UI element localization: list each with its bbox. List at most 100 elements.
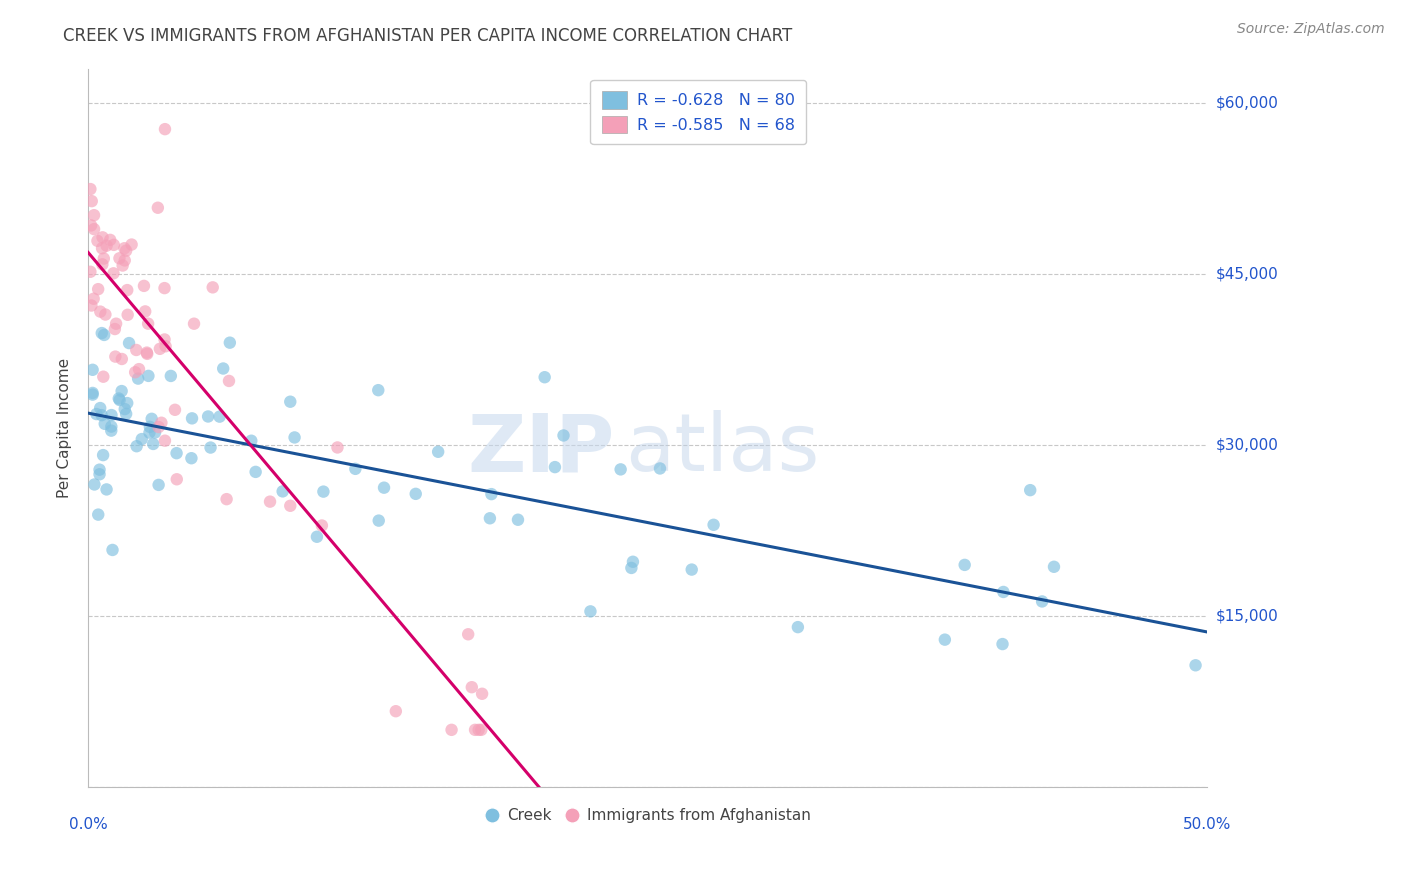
Point <box>153 333 176 347</box>
Point <box>127 371 149 385</box>
Point <box>197 409 219 424</box>
Point <box>101 543 124 558</box>
Point <box>136 347 159 361</box>
Point <box>461 680 484 694</box>
Legend: Creek, Immigrants from Afghanistan: Creek, Immigrants from Afghanistan <box>478 802 817 830</box>
Point <box>311 518 333 533</box>
Point <box>153 122 176 136</box>
Point <box>155 339 177 353</box>
Point <box>107 392 129 406</box>
Point <box>427 444 450 458</box>
Point <box>201 280 224 294</box>
Point <box>125 439 148 453</box>
Point <box>111 351 134 366</box>
Point <box>91 448 114 462</box>
Point <box>86 407 108 421</box>
Point <box>114 402 136 417</box>
Point <box>470 723 492 737</box>
Point <box>100 419 122 434</box>
Point <box>89 463 111 477</box>
Point <box>553 428 575 442</box>
Point <box>367 383 389 397</box>
Point <box>93 252 115 266</box>
Point <box>93 417 115 431</box>
Point <box>100 408 122 422</box>
Point <box>91 369 114 384</box>
Text: Source: ZipAtlas.com: Source: ZipAtlas.com <box>1237 22 1385 37</box>
Point <box>80 299 103 313</box>
Point <box>1019 483 1042 497</box>
Point <box>278 499 301 513</box>
Text: CREEK VS IMMIGRANTS FROM AFGHANISTAN PER CAPITA INCOME CORRELATION CHART: CREEK VS IMMIGRANTS FROM AFGHANISTAN PER… <box>63 27 793 45</box>
Point <box>259 494 281 508</box>
Point <box>83 477 105 491</box>
Point <box>373 481 395 495</box>
Text: $15,000: $15,000 <box>1216 608 1278 624</box>
Y-axis label: Per Capita Income: Per Capita Income <box>58 358 72 498</box>
Point <box>440 723 463 737</box>
Point <box>128 362 150 376</box>
Point <box>138 425 160 440</box>
Point <box>96 238 118 252</box>
Point <box>200 441 222 455</box>
Point <box>160 368 183 383</box>
Text: 50.0%: 50.0% <box>1182 817 1232 832</box>
Point <box>506 513 529 527</box>
Point <box>117 308 139 322</box>
Point <box>385 704 408 718</box>
Point <box>111 259 134 273</box>
Text: $60,000: $60,000 <box>1216 95 1278 111</box>
Point <box>89 304 111 318</box>
Point <box>1031 594 1053 608</box>
Point <box>212 361 235 376</box>
Point <box>108 392 131 407</box>
Point <box>146 201 169 215</box>
Point <box>115 407 138 421</box>
Text: atlas: atlas <box>626 410 820 488</box>
Point <box>934 632 956 647</box>
Point <box>112 241 135 255</box>
Point <box>467 723 489 737</box>
Point <box>91 230 114 244</box>
Point <box>991 637 1014 651</box>
Point <box>478 511 501 525</box>
Point <box>104 350 127 364</box>
Point <box>218 335 240 350</box>
Point <box>131 432 153 446</box>
Text: ZIP: ZIP <box>467 410 614 488</box>
Point <box>82 387 104 401</box>
Point <box>579 604 602 618</box>
Point <box>183 317 205 331</box>
Point <box>703 517 725 532</box>
Point <box>208 409 231 424</box>
Point <box>96 483 118 497</box>
Point <box>648 461 671 475</box>
Point <box>90 408 112 422</box>
Point <box>83 208 105 222</box>
Point <box>115 244 138 258</box>
Point <box>1184 658 1206 673</box>
Point <box>163 402 186 417</box>
Point <box>481 487 503 501</box>
Point <box>284 430 307 444</box>
Point <box>166 472 188 486</box>
Point <box>86 234 108 248</box>
Point <box>143 425 166 440</box>
Point <box>240 434 263 448</box>
Point <box>115 283 138 297</box>
Point <box>166 446 188 460</box>
Point <box>278 394 301 409</box>
Point <box>87 282 110 296</box>
Point <box>125 343 148 357</box>
Point <box>98 233 121 247</box>
Point <box>142 437 165 451</box>
Point <box>82 363 104 377</box>
Text: $30,000: $30,000 <box>1216 437 1278 452</box>
Text: $45,000: $45,000 <box>1216 266 1278 281</box>
Point <box>89 401 111 415</box>
Point <box>471 687 494 701</box>
Point <box>135 345 157 359</box>
Point <box>150 416 173 430</box>
Point <box>89 467 111 482</box>
Point <box>215 492 238 507</box>
